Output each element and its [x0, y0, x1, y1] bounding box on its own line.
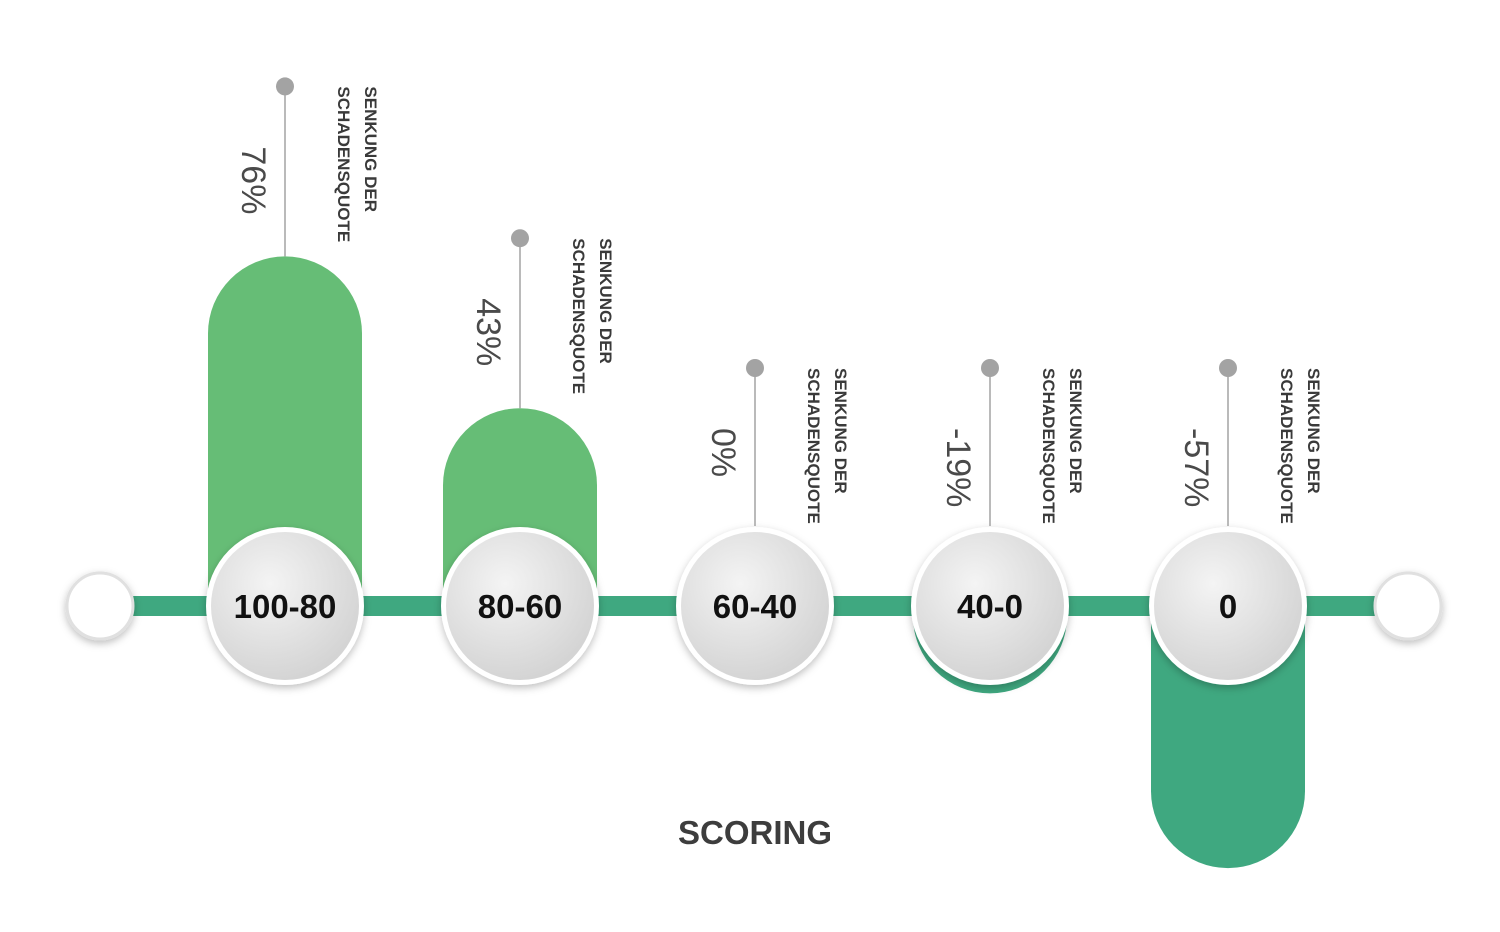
category-label: 100-80 — [234, 588, 337, 625]
caption-line: SCHADENSQUOTE — [1039, 368, 1058, 524]
node-80-60 — [446, 532, 594, 680]
caption-line: SCHADENSQUOTE — [334, 86, 353, 242]
category-label: 60-40 — [713, 588, 797, 625]
leader-dot — [1219, 359, 1237, 377]
value-label: 0% — [704, 428, 742, 477]
leader-dot — [981, 359, 999, 377]
node-40-0 — [916, 532, 1064, 680]
category-label: 80-60 — [478, 588, 562, 625]
node-0 — [1154, 532, 1302, 680]
labels-layer: 76% SENKUNG DER SCHADENSQUOTE 43% SENKUNG DE… — [234, 77, 1323, 526]
value-label: -19% — [939, 428, 977, 507]
bar-100-80 — [208, 256, 362, 606]
caption-line: SENKUNG DER — [831, 368, 850, 494]
nodes-layer: 100-80 80-60 60-40 40-0 0 — [206, 527, 1307, 685]
node-60-40 — [681, 532, 829, 680]
category-label: 0 — [1219, 588, 1237, 625]
category-label: 40-0 — [957, 588, 1023, 625]
node-100-80 — [211, 532, 359, 680]
leader-dot — [746, 359, 764, 377]
value-label: -57% — [1177, 428, 1215, 507]
caption-line: SCHADENSQUOTE — [1277, 368, 1296, 524]
caption-line: SENKUNG DER — [361, 86, 380, 212]
caption-line: SCHADENSQUOTE — [569, 238, 588, 394]
axis-end-cap — [1373, 571, 1443, 641]
caption-line: SENKUNG DER — [1066, 368, 1085, 494]
caption-line: SCHADENSQUOTE — [804, 368, 823, 524]
caption-line: SENKUNG DER — [596, 238, 615, 364]
caption-line: SENKUNG DER — [1304, 368, 1323, 494]
x-axis-title: SCORING — [678, 814, 832, 851]
value-label: 76% — [234, 146, 272, 214]
leader-dot — [276, 77, 294, 96]
value-label: 43% — [469, 298, 507, 366]
leader-dot — [511, 229, 529, 248]
axis-start-cap — [65, 571, 135, 641]
